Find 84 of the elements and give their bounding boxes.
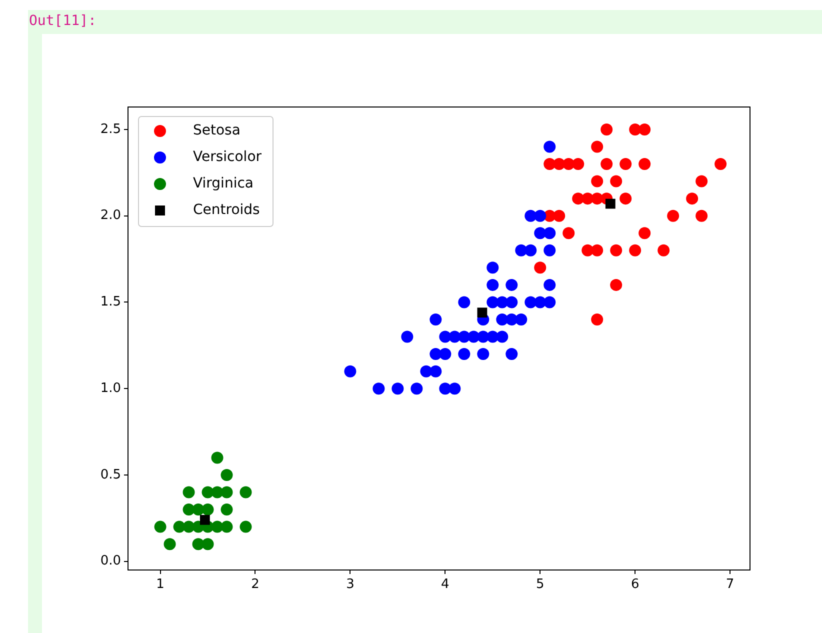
point bbox=[486, 262, 499, 274]
point bbox=[182, 486, 195, 498]
y-tick-label: 0.0 bbox=[100, 554, 121, 569]
point bbox=[562, 227, 575, 240]
point bbox=[240, 520, 252, 533]
point bbox=[202, 504, 214, 516]
point bbox=[200, 514, 210, 525]
point bbox=[610, 175, 622, 188]
x-tick-label: 6 bbox=[630, 577, 640, 592]
point bbox=[544, 296, 556, 308]
point bbox=[220, 486, 233, 498]
point bbox=[410, 382, 423, 395]
point bbox=[534, 262, 546, 274]
point bbox=[534, 210, 546, 222]
x-tick-label: 4 bbox=[441, 577, 450, 592]
point bbox=[544, 140, 556, 153]
point bbox=[638, 158, 651, 170]
point bbox=[202, 538, 214, 550]
point bbox=[439, 348, 452, 360]
text: Out[11]: bbox=[29, 13, 96, 29]
point bbox=[220, 468, 233, 481]
point bbox=[401, 330, 414, 343]
point bbox=[506, 348, 518, 360]
point bbox=[591, 175, 604, 188]
point bbox=[605, 198, 616, 209]
legend-label: Virginica bbox=[193, 176, 254, 192]
legend-label: Centroids bbox=[193, 202, 260, 218]
y-tick-label: 1.0 bbox=[100, 380, 121, 396]
y-tick-label: 0.5 bbox=[100, 467, 121, 482]
point bbox=[544, 227, 556, 240]
x-tick-label: 1 bbox=[156, 577, 164, 592]
point bbox=[524, 244, 537, 256]
point bbox=[372, 382, 385, 395]
point bbox=[486, 278, 499, 291]
point bbox=[714, 158, 727, 170]
point bbox=[696, 175, 708, 188]
point bbox=[667, 210, 680, 222]
point bbox=[572, 158, 584, 170]
point bbox=[610, 244, 622, 256]
x-tick-label: 5 bbox=[536, 577, 544, 592]
x-tick-label: 3 bbox=[346, 577, 354, 592]
point bbox=[506, 296, 518, 308]
point bbox=[344, 365, 356, 378]
point bbox=[506, 278, 518, 291]
point bbox=[591, 244, 604, 256]
x-tick-label: 7 bbox=[726, 577, 734, 592]
point bbox=[211, 452, 224, 464]
point bbox=[600, 123, 613, 136]
point bbox=[164, 538, 176, 550]
y-tick-label: 1.5 bbox=[100, 294, 121, 310]
point bbox=[638, 227, 651, 240]
point bbox=[544, 244, 556, 256]
point bbox=[392, 382, 404, 395]
point bbox=[477, 308, 488, 318]
point bbox=[658, 244, 670, 256]
point bbox=[496, 330, 508, 343]
point bbox=[638, 123, 651, 136]
point bbox=[620, 158, 632, 170]
point bbox=[154, 520, 166, 533]
point bbox=[220, 520, 233, 533]
point bbox=[430, 365, 442, 378]
point bbox=[629, 244, 642, 256]
point bbox=[430, 313, 442, 326]
point bbox=[240, 486, 252, 498]
legend-label: Setosa bbox=[193, 122, 240, 139]
point bbox=[515, 313, 528, 326]
point bbox=[591, 140, 604, 153]
point bbox=[600, 158, 613, 170]
point bbox=[220, 504, 233, 516]
point bbox=[553, 210, 566, 222]
point bbox=[458, 348, 470, 360]
point bbox=[686, 192, 698, 205]
legend-label: Versicolor bbox=[193, 149, 262, 166]
point bbox=[610, 278, 622, 291]
point bbox=[458, 296, 470, 308]
point bbox=[620, 192, 632, 205]
y-tick-label: 2.0 bbox=[100, 208, 121, 224]
point bbox=[448, 382, 461, 395]
point bbox=[696, 210, 708, 222]
x-tick-label: 2 bbox=[251, 577, 260, 592]
y-tick-label: 2.5 bbox=[100, 122, 121, 137]
point bbox=[544, 278, 556, 291]
point bbox=[477, 348, 490, 360]
point bbox=[591, 313, 604, 326]
